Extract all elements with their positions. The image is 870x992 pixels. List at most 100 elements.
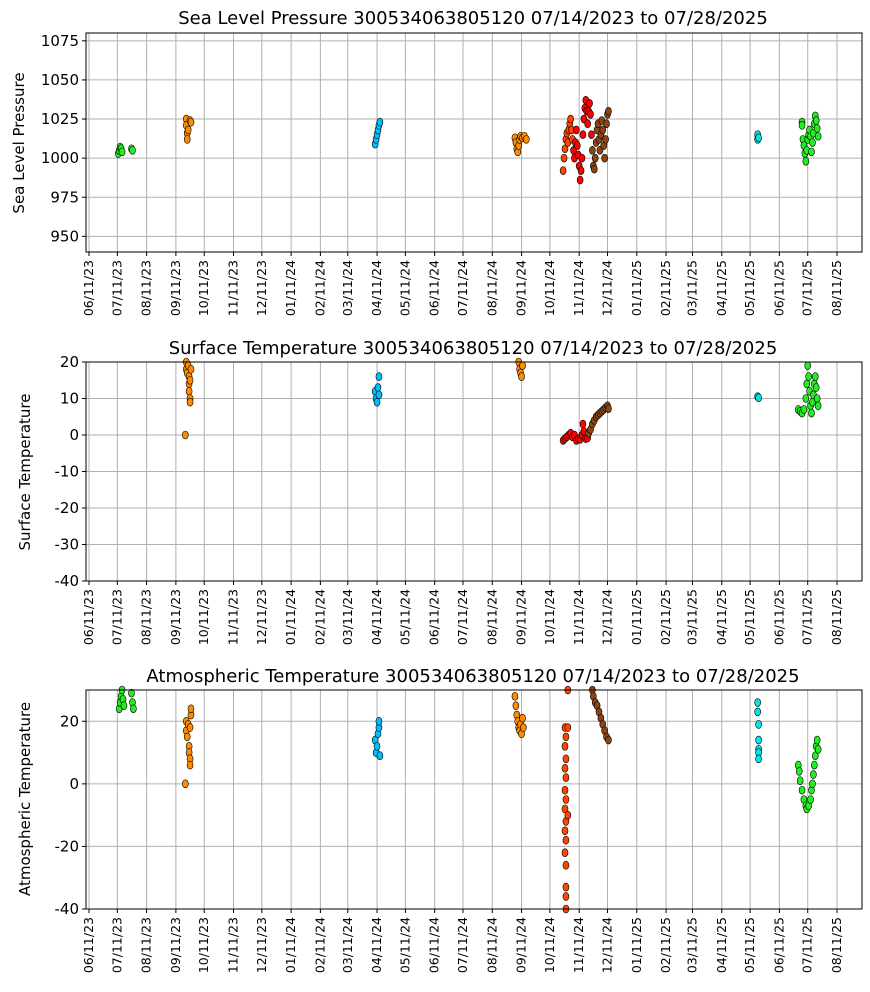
x-tick-label: 08/11/23 [139,260,154,316]
x-tick-label: 05/11/24 [397,917,412,973]
data-point [578,153,586,163]
data-point [520,723,527,732]
x-tick-label: 04/11/25 [714,917,729,973]
y-tick-label: -20 [55,837,80,855]
data-point [376,117,384,127]
data-point [584,119,591,129]
data-point [375,390,383,400]
data-point [561,742,569,751]
x-tick-label: 01/11/24 [283,589,298,645]
x-tick-label: 07/11/23 [109,917,124,973]
x-tick-label: 08/11/24 [484,260,499,316]
data-point [559,166,567,175]
data-point [186,760,194,770]
data-point [560,153,568,163]
y-tick-label: -40 [55,572,80,590]
data-point [562,754,570,764]
grid [86,361,862,582]
data-points [182,357,822,445]
x-tick-label: 02/11/25 [658,917,673,973]
data-point [810,770,817,779]
x-tick-label: 11/11/24 [571,260,586,316]
data-point [576,175,584,185]
data-point [573,125,580,135]
data-point [187,364,195,374]
x-tick-label: 09/11/24 [514,917,529,973]
x-tick-label: 12/11/24 [600,260,615,316]
data-point [589,146,596,155]
data-point [812,383,820,392]
data-point [814,745,822,754]
data-point [185,386,193,396]
x-tick-label: 02/11/24 [312,589,327,645]
data-point [755,393,762,403]
grid [86,690,862,910]
plot-frame [85,689,863,910]
x-tick-label: 01/11/24 [283,260,298,316]
data-point [512,701,520,710]
x-tick-label: 02/11/24 [312,260,327,316]
data-point [802,156,810,166]
data-points [115,685,822,914]
data-point [813,735,821,745]
x-tick-label: 01/11/25 [629,589,644,645]
y-ticks: 950 975 1000 1025 1050 1075 [41,32,86,245]
data-point [808,408,815,418]
data-point [798,120,806,130]
data-point [562,882,570,892]
x-tick-label: 08/11/24 [484,917,499,973]
data-point [588,130,595,139]
data-point [809,779,816,789]
data-point [754,707,761,717]
data-point [562,860,570,870]
data-point [804,361,812,370]
x-tick-label: 02/11/25 [658,589,673,645]
data-point [805,372,812,381]
data-point [184,125,192,135]
x-tick-label: 10/11/23 [196,917,211,973]
x-tick-label: 06/11/25 [771,260,786,316]
atmospheric-temperature-chart: Atmospheric Temperature 300534063805120 … [16,666,863,973]
y-tick-label: 0 [69,426,79,444]
data-point [755,133,762,143]
x-tick-label: 12/11/24 [600,589,615,645]
data-point [754,698,761,707]
data-point [586,99,593,108]
data-point [590,164,598,174]
data-point [755,754,762,764]
x-tick-label: 11/11/23 [226,589,241,645]
x-tick-label: 06/11/25 [771,917,786,973]
y-tick-label: -40 [55,900,80,918]
data-point [562,732,570,742]
data-point [814,401,822,411]
y-tick-label: 20 [60,712,79,730]
x-tick-label: 10/11/24 [542,917,557,973]
x-tick-label: 07/11/23 [109,260,124,316]
data-point [573,141,581,150]
x-tick-label: 07/11/24 [455,260,470,316]
data-point [599,125,607,135]
x-tick-label: 09/11/23 [168,917,183,973]
x-tick-label: 05/11/25 [742,917,757,973]
x-tick-label: 06/11/24 [427,260,442,316]
data-point [813,124,821,133]
data-point [511,691,519,701]
x-tick-label: 08/11/25 [829,260,844,316]
x-tick-label: 12/11/23 [254,589,269,645]
data-point [800,405,808,414]
data-point [577,166,585,175]
data-point [605,404,612,414]
data-point [813,394,821,403]
data-point [130,704,137,714]
x-tick-label: 07/11/25 [800,260,815,316]
x-tick-label: 05/11/25 [742,589,757,645]
x-tick-label: 05/11/25 [742,260,757,316]
data-point [579,419,587,429]
data-point [564,810,572,820]
x-tick-label: 10/11/23 [196,589,211,645]
data-point [561,848,569,857]
data-point [373,397,381,407]
x-tick-label: 02/11/24 [312,917,327,973]
chart-title: Surface Temperature 300534063805120 07/1… [169,338,778,359]
data-point [803,379,811,389]
